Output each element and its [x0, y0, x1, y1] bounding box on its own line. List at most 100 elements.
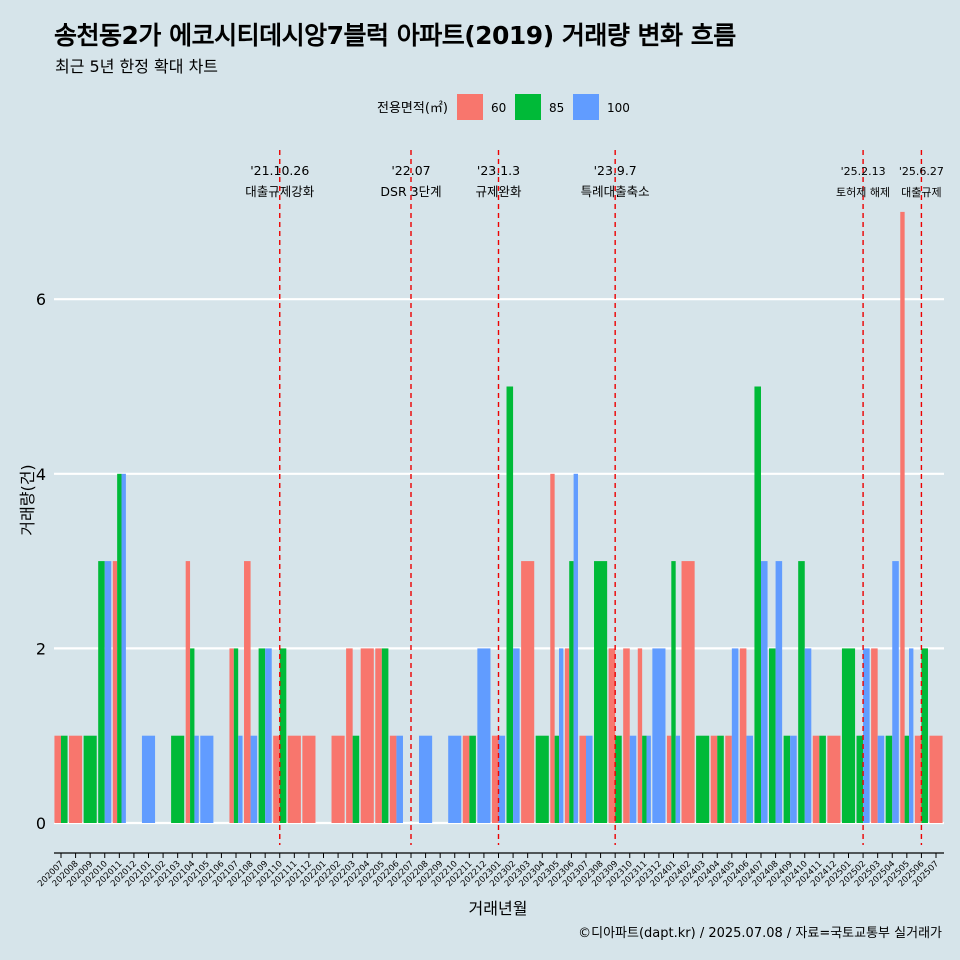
bar-60-202401 [666, 735, 672, 823]
bar-60-202107 [229, 648, 234, 823]
bar-100-202408 [775, 561, 783, 823]
bar-60-202203 [346, 648, 353, 823]
chart-subtitle: 최근 5년 한정 확대 차트 [55, 57, 219, 76]
bar-60-202112 [302, 735, 316, 823]
legend: 전용면적(㎡) 60 85 100 [377, 94, 630, 120]
bar-60-202507 [929, 735, 943, 823]
bar-100-202301 [498, 735, 506, 823]
bars [54, 211, 943, 823]
bar-85-202109 [258, 648, 266, 823]
event-name-label: 규제완화 [475, 184, 522, 199]
bar-60-202412 [827, 735, 841, 823]
legend-label-85: 85 [549, 101, 564, 115]
legend-title: 전용면적(㎡) [377, 101, 448, 116]
bar-85-202110 [279, 648, 287, 823]
bar-100-202306 [573, 473, 578, 823]
bar-60-202204 [360, 648, 374, 823]
bar-85-202302 [506, 386, 514, 823]
y-tick-label: 2 [36, 639, 46, 658]
y-tick-label: 0 [36, 814, 46, 833]
bar-100-202311 [646, 735, 651, 823]
x-axis: 2020072020082020092020102020112020122021… [36, 852, 944, 889]
bar-100-202409 [790, 735, 797, 823]
bar-85-202407 [754, 386, 761, 823]
bar-100-202210 [448, 735, 462, 823]
annotation-lines [279, 150, 923, 845]
event-date-label: '22.07 [391, 163, 430, 178]
bar-60-202402 [681, 561, 695, 823]
event-name-label: DSR 3단계 [380, 184, 441, 199]
bar-100-202212 [477, 648, 491, 823]
bar-85-202309 [615, 735, 622, 823]
bar-100-202310 [629, 735, 637, 823]
bar-85-202205 [381, 648, 389, 823]
bar-60-202503 [871, 648, 878, 823]
bar-85-202504 [885, 735, 893, 823]
bar-100-202011 [121, 473, 126, 823]
bar-85-202107 [233, 648, 239, 823]
event-name-label: 특례대출축소 [581, 184, 650, 199]
event-name-label: 대출규제 [901, 186, 941, 199]
event-name-label: 토허제 해제 [836, 185, 890, 199]
bar-60-202411 [812, 735, 820, 823]
y-tick-label: 6 [36, 290, 46, 309]
legend-label-60: 60 [491, 101, 506, 115]
bar-100-202505 [909, 648, 914, 823]
bar-100-202504 [892, 561, 899, 823]
bar-100-202302 [513, 648, 520, 823]
legend-label-100: 100 [607, 101, 630, 115]
bar-85-202408 [769, 648, 776, 823]
bar-100-202206 [396, 735, 403, 823]
bar-85-202304 [535, 735, 549, 823]
chart-title: 송천동2가 에코시티데시앙7블럭 아파트(2019) 거래량 변화 흐름 [54, 21, 736, 50]
bar-60-202301 [491, 735, 499, 823]
bar-100-202307 [586, 735, 593, 823]
bar-85-202011 [117, 473, 122, 823]
source-caption: ©디아파트(dapt.kr) / 2025.07.08 / 자료=국토교통부 실… [578, 926, 942, 941]
bar-85-202305 [554, 735, 560, 823]
bar-60-202206 [389, 735, 397, 823]
event-date-label: '25.6.27 [899, 165, 944, 178]
bar-100-202105 [200, 735, 214, 823]
bar-85-202211 [469, 735, 476, 823]
bar-60-202505 [900, 211, 905, 823]
x-axis-label: 거래년월 [469, 899, 528, 918]
bar-100-202401 [675, 735, 681, 823]
bar-85-202502 [856, 735, 864, 823]
bar-60-202205 [375, 648, 382, 823]
bar-85-202401 [671, 561, 676, 823]
bar-60-202111 [287, 735, 301, 823]
bar-100-202208 [419, 735, 433, 823]
y-axis: 0 2 4 6 [36, 290, 46, 833]
event-date-label: '25.2.13 [841, 165, 886, 178]
bar-60-202110 [273, 735, 280, 823]
bar-100-202502 [863, 648, 870, 823]
bar-85-202501 [841, 648, 856, 823]
event-date-label: '21.10.26 [250, 163, 309, 178]
bar-100-202305 [559, 648, 564, 823]
bar-60-202311 [637, 648, 643, 823]
bar-60-202405 [725, 735, 732, 823]
bar-85-202007 [61, 735, 68, 823]
bar-85-202505 [904, 735, 910, 823]
bar-85-202311 [642, 735, 647, 823]
bar-85-202411 [819, 735, 826, 823]
bar-60-202309 [608, 648, 616, 823]
bar-85-202308 [594, 561, 608, 823]
bar-60-202211 [462, 735, 470, 823]
y-tick-label: 4 [36, 465, 46, 484]
bar-100-202101 [141, 735, 156, 823]
bar-85-202203 [352, 735, 360, 823]
bar-100-202407 [761, 561, 768, 823]
bar-60-202104 [185, 561, 191, 823]
bar-100-202406 [746, 735, 753, 823]
bar-85-202403 [696, 735, 710, 823]
bar-100-202108 [250, 735, 258, 823]
bar-100-202010 [104, 561, 112, 823]
bar-60-202007 [54, 735, 61, 823]
bar-60-202404 [710, 735, 718, 823]
bar-60-202303 [521, 561, 535, 823]
bar-60-202306 [564, 648, 570, 823]
bar-85-202410 [798, 561, 805, 823]
